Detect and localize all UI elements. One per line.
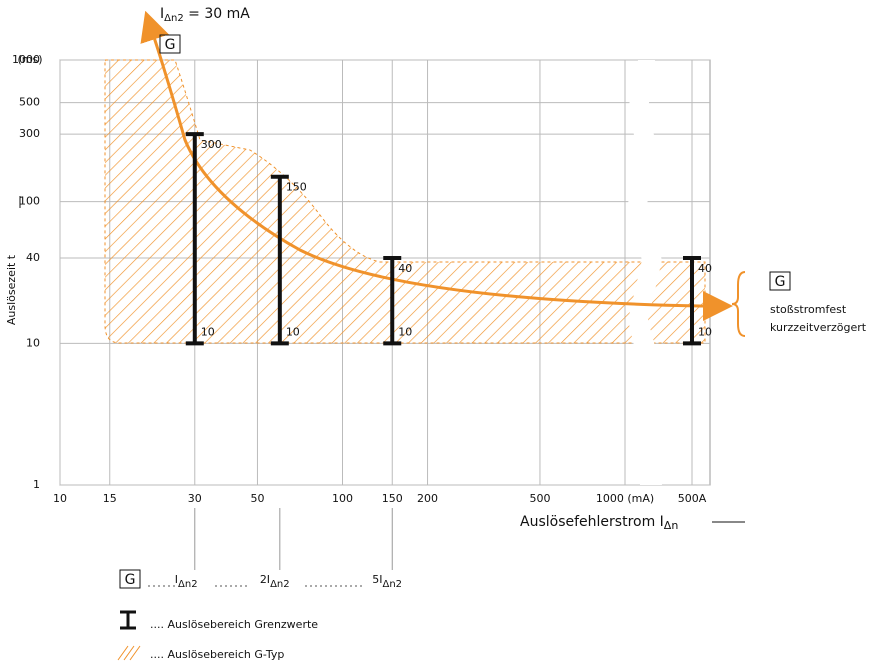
legend-text: .... Auslösebereich G-Typ: [150, 648, 284, 661]
legend-marker-main: 5I: [372, 573, 382, 586]
legend-marker-sub: Δn2: [270, 579, 290, 590]
range-label: 10: [201, 325, 215, 338]
x-tick-label: 30: [188, 492, 202, 505]
legend-marker-sub: Δn2: [178, 579, 198, 590]
y-tick-label: 100: [19, 195, 40, 208]
legend-badge: G: [125, 572, 136, 588]
annotation-text: kurzzeitverzögert: [770, 321, 867, 334]
x-tick-label: 500: [529, 492, 550, 505]
x-tick-label: 10: [53, 492, 67, 505]
y-tick-label: 10: [26, 336, 40, 349]
x-tick-label: 15: [103, 492, 117, 505]
legend-marker-main: I: [175, 573, 178, 586]
y-tick-label: 1000: [12, 53, 40, 66]
range-label: 40: [698, 262, 712, 275]
x-tick-label: 1000 (mA): [596, 492, 654, 505]
x-tick-label: 50: [250, 492, 264, 505]
range-label: 10: [698, 325, 712, 338]
legend-marker: 5IΔn2: [372, 573, 402, 590]
range-label: 40: [398, 262, 412, 275]
badge-box: [159, 34, 181, 54]
y-tick-label: 40: [26, 251, 40, 264]
brace: [731, 271, 746, 337]
y-tick-label: 300: [19, 127, 40, 140]
range-label: 10: [286, 325, 300, 338]
axis-break: [626, 60, 664, 485]
y-unit: (ms): [17, 53, 42, 66]
legend-marker: IΔn2: [175, 573, 198, 590]
legend-marker-sub: Δn2: [382, 579, 402, 590]
chart-title: IΔn2 = 30 mA: [160, 6, 250, 24]
x-axis-label: Auslösefehlerstrom IΔn: [520, 514, 678, 532]
badge-box: [769, 271, 791, 291]
range-label: 150: [286, 181, 307, 194]
annotation-text: stoßstromfest: [770, 303, 847, 316]
range-label: 300: [201, 138, 222, 151]
y-tick-label: 500: [19, 96, 40, 109]
x-tick-label: 150: [382, 492, 403, 505]
x-tick-label: 100: [332, 492, 353, 505]
annotation-badge: G: [775, 274, 786, 290]
legend-marker: 2IΔn2: [260, 573, 290, 590]
range-label: 10: [398, 325, 412, 338]
badge-box: [119, 569, 141, 589]
y-tick-label: 1: [33, 478, 40, 491]
legend-marker-main: 2I: [260, 573, 270, 586]
y-axis-label: Auslösezeit t: [5, 254, 18, 325]
legend-range-icon: [120, 610, 136, 630]
legend-area-icon: [117, 645, 141, 661]
badge: G: [165, 37, 176, 53]
x-tick-label: 200: [417, 492, 438, 505]
legend-text: .... Auslösebereich Grenzwerte: [150, 618, 318, 631]
g-type-area: [104, 59, 706, 344]
x-tick-label: 500A: [678, 492, 707, 505]
